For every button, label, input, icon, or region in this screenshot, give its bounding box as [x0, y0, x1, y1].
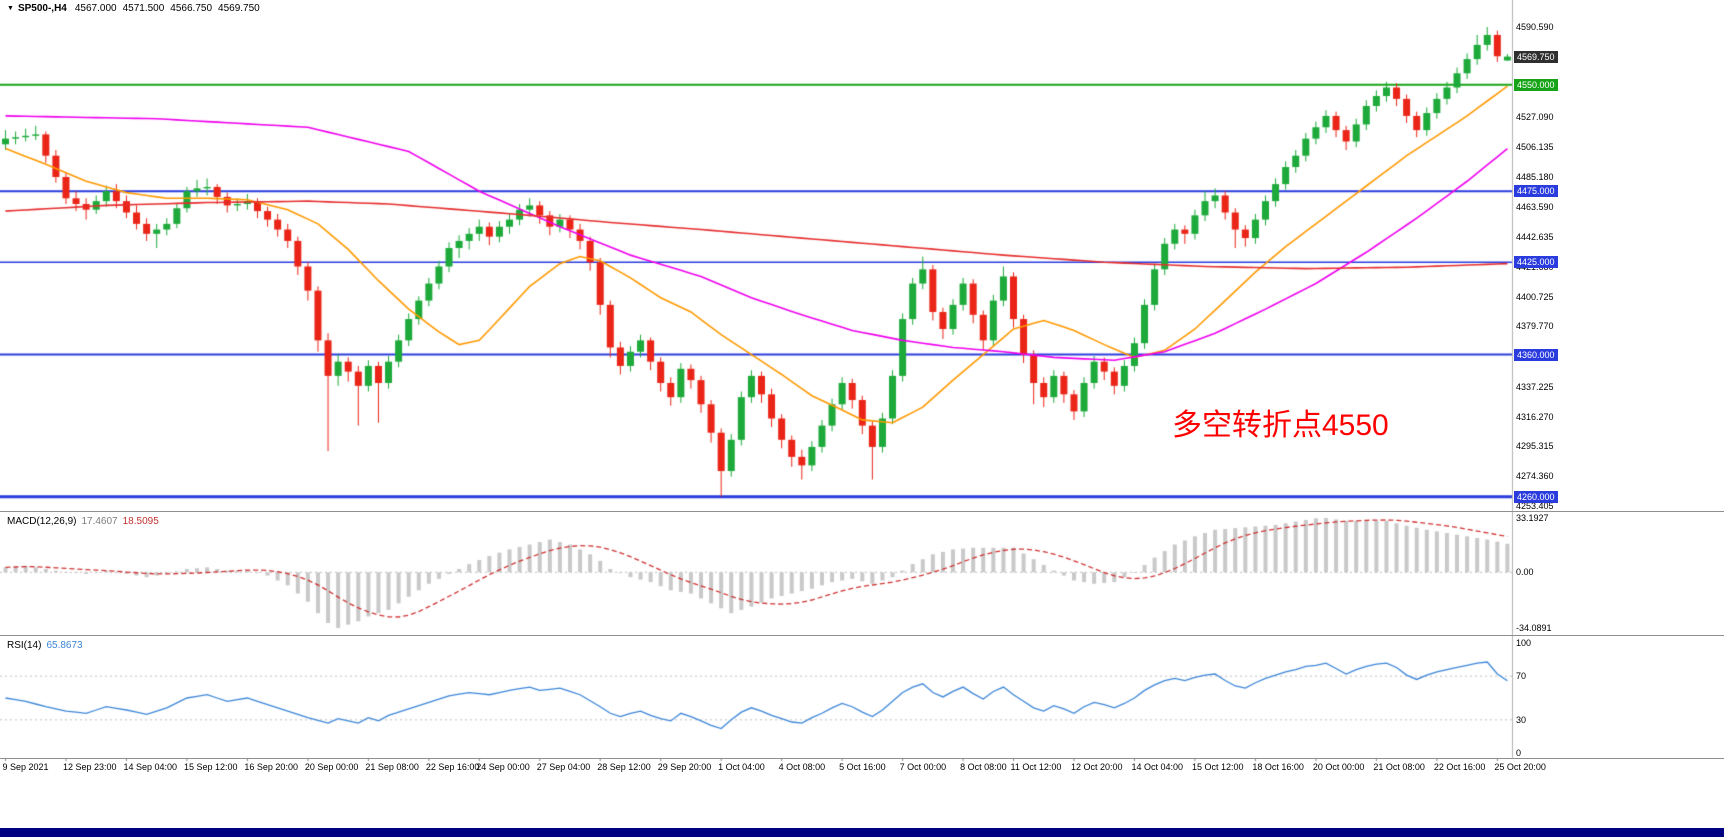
open-value: 4567.000	[74, 3, 117, 14]
annotation-text[interactable]: 多空转折点4550	[1172, 409, 1389, 442]
low-value: 4566.750	[170, 3, 213, 14]
panel-divider-macd-rsi[interactable]	[0, 635, 1724, 636]
rsi-value: 65.8673	[46, 640, 83, 651]
macd-name: MACD(12,26,9)	[7, 516, 77, 527]
bottom-bar	[0, 828, 1724, 837]
panel-divider-main-macd[interactable]	[0, 511, 1724, 512]
macd-signal-value: 18.5095	[122, 516, 159, 527]
chart-title: ▼ SP500-,H4 4567.000 4571.500 4566.750 4569.7…	[7, 3, 266, 14]
macd-indicator-label: MACD(12,26,9) 17.4607 18.5095	[7, 516, 159, 527]
time-axis-divider	[0, 758, 1724, 759]
symbol-timeframe-label: SP500-,H4	[17, 3, 67, 14]
rsi-indicator-label: RSI(14) 65.8673	[7, 640, 83, 651]
chart-dropdown-arrow-icon[interactable]: ▼	[7, 5, 14, 12]
macd-main-value: 17.4607	[81, 516, 118, 527]
high-value: 4571.500	[122, 3, 165, 14]
rsi-name: RSI(14)	[7, 640, 42, 651]
close-value: 4569.750	[218, 3, 260, 14]
